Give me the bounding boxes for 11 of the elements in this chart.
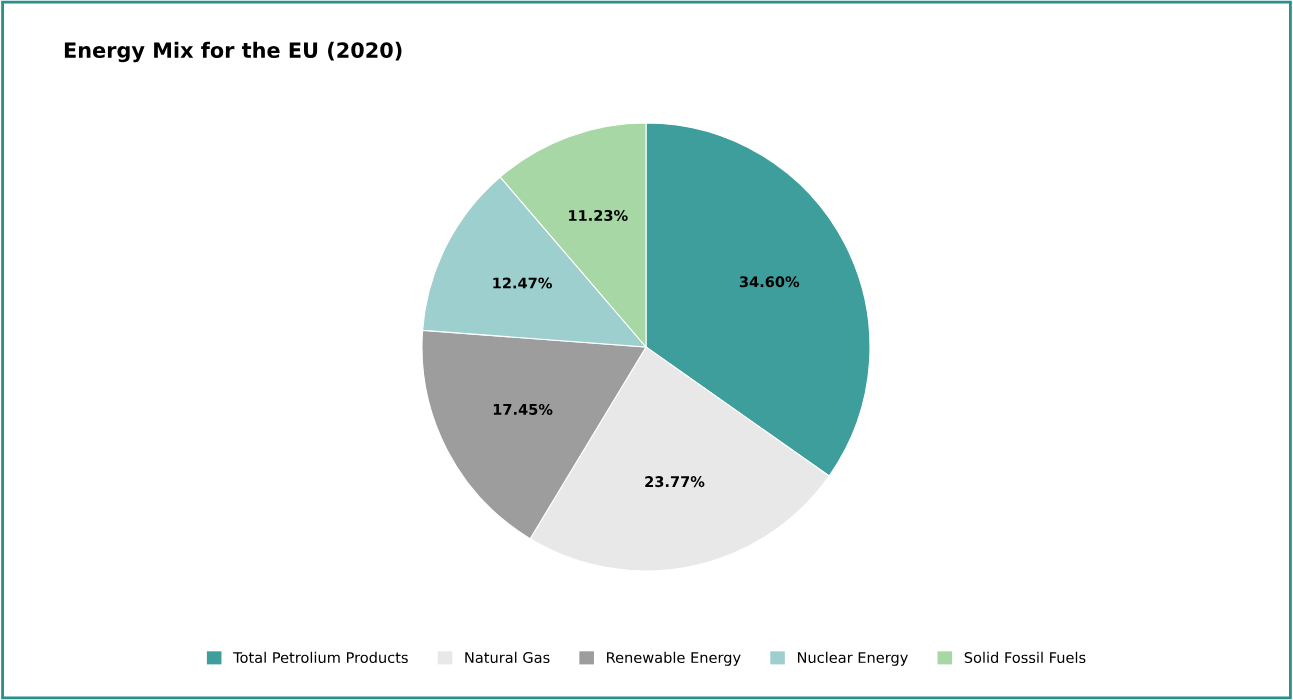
data-label: 23.77%: [645, 476, 705, 488]
chart-title: Energy Mix for the EU (2020): [64, 41, 402, 63]
legend-label: Total Petrolium Products: [233, 651, 408, 664]
legend-label: Natural Gas: [465, 651, 550, 664]
data-label: 17.45%: [493, 403, 553, 415]
data-label: 11.23%: [569, 209, 628, 221]
legend-label: Renewable Energy: [607, 651, 741, 666]
data-label: 12.47%: [493, 277, 552, 289]
legend-label: Nuclear Energy: [797, 651, 908, 666]
legend-label: Solid Fossil Fuels: [964, 651, 1086, 664]
data-label: 34.60%: [739, 276, 800, 288]
